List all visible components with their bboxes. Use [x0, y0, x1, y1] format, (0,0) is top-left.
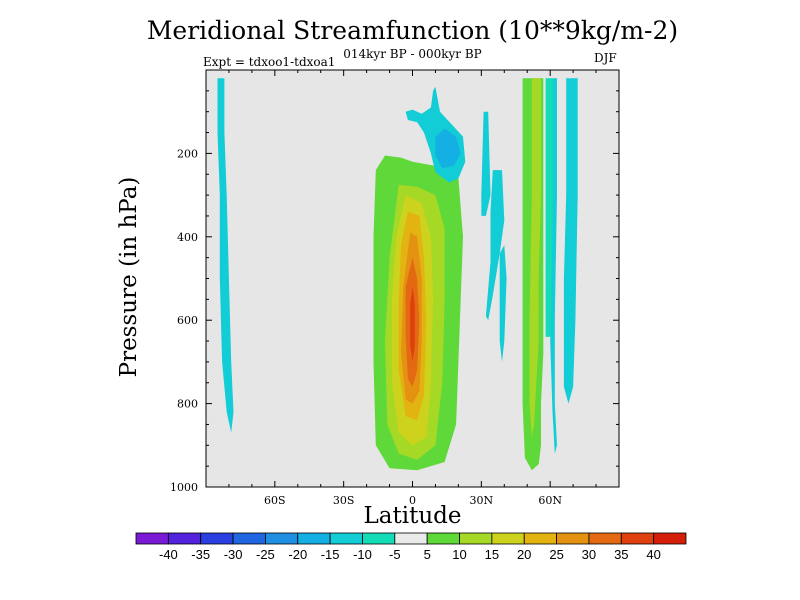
colorbar-swatch: [588, 532, 622, 545]
colorbar-swatch: [135, 532, 169, 545]
contour-region-mid-lat-negative-a: [481, 111, 491, 216]
colorbar-swatch: [297, 532, 331, 545]
colorbar-label: 10: [452, 547, 466, 562]
colorbar-label: -35: [191, 547, 210, 562]
contour-region-sh-polar-negative: [217, 78, 234, 433]
chart-title: Meridional Streamfunction (10**9kg/m-2): [146, 16, 679, 45]
experiment-label: Expt = tdxoo1-tdxoa1: [203, 55, 336, 69]
colorbar-label: 30: [582, 547, 596, 562]
contour-region-upper-negative-15: [435, 128, 461, 168]
contour-region-tropical-positive-35: [410, 286, 415, 362]
contour-region-nh-band-c: [499, 245, 507, 362]
colorbar-label: 40: [646, 547, 660, 562]
colorbar-swatch: [459, 532, 493, 545]
colorbar-swatch: [394, 532, 428, 545]
colorbar-label: -20: [288, 547, 307, 562]
colorbar-label: 5: [424, 547, 431, 562]
colorbar-label: 20: [517, 547, 531, 562]
colorbar-swatch: [167, 532, 202, 545]
x-tick-label: 60N: [538, 494, 562, 507]
colorbar-label: -40: [159, 547, 178, 562]
colorbar-label: -25: [256, 547, 275, 562]
x-tick-label: 30S: [333, 494, 355, 507]
y-tick-label: 200: [177, 147, 198, 160]
colorbar-label: 25: [549, 547, 563, 562]
contour-region-mid-lat-negative-b: [485, 170, 505, 321]
x-tick-label: 30N: [470, 494, 494, 507]
colorbar-swatch: [426, 532, 460, 545]
x-tick-label: 60S: [264, 494, 286, 507]
colorbar-swatch: [620, 532, 655, 545]
colorbar-swatch: [556, 532, 590, 545]
x-tick-label: 0: [409, 494, 416, 507]
colorbar-swatch: [653, 532, 687, 545]
colorbar-swatch: [362, 532, 396, 545]
contour-region-nh-band-d: [550, 78, 557, 454]
contour-region-nh-band-e: [563, 78, 578, 404]
contour-region-nh-gap-minus-5: [545, 78, 553, 337]
colorbar-label: 15: [485, 547, 499, 562]
x-axis-label: Latitude: [363, 503, 462, 529]
y-tick-label: 600: [177, 314, 198, 327]
colorbar-label: -5: [389, 547, 401, 562]
colorbar-label: -30: [224, 547, 243, 562]
colorbar-label: 35: [614, 547, 628, 562]
season-label: DJF: [594, 51, 617, 65]
colorbar-swatch: [523, 532, 557, 545]
colorbar-label: -10: [353, 547, 372, 562]
colorbar-swatch: [232, 532, 266, 545]
colorbar-swatch: [329, 532, 363, 545]
y-tick-label: 800: [177, 398, 198, 411]
y-tick-label: 1000: [170, 481, 198, 494]
colorbar-swatch: [200, 532, 234, 545]
contour-region-nh-positive-10: [529, 78, 541, 438]
y-tick-label: 400: [177, 231, 198, 244]
colorbar-swatch: [491, 532, 525, 545]
chart-subtitle: 014kyr BP - 000kyr BP: [343, 47, 482, 61]
colorbar-swatch: [265, 532, 299, 545]
colorbar-label: -15: [321, 547, 340, 562]
